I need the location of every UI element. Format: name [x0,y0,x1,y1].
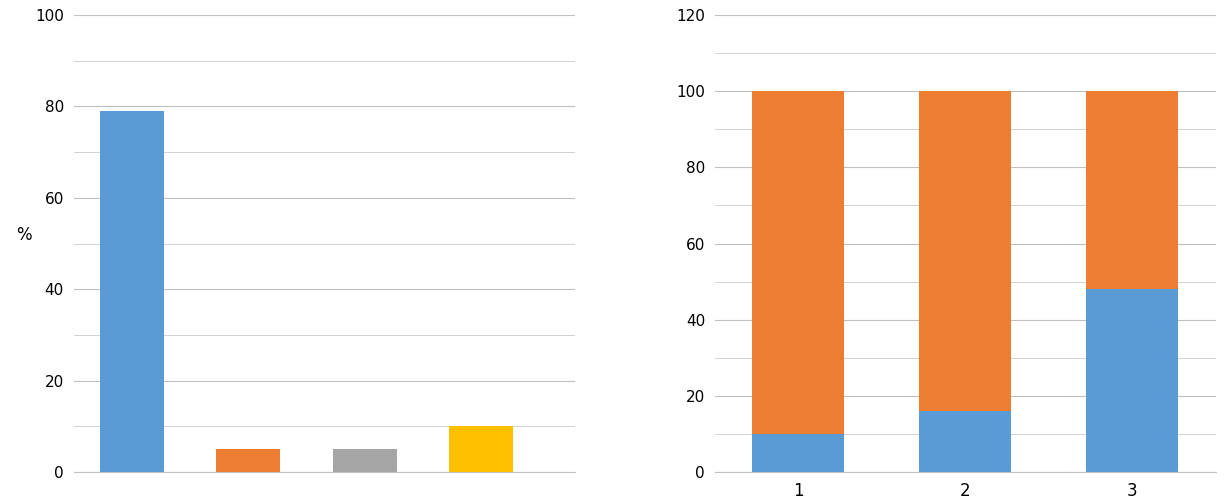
Bar [920,91,1011,411]
Bar [1087,289,1178,472]
Bar [753,91,844,434]
Bar [449,426,513,472]
Bar [753,434,844,472]
Bar [99,111,165,472]
Bar [920,411,1011,472]
Bar [333,449,397,472]
Y-axis label: %: % [16,226,32,244]
Bar [216,449,280,472]
Bar [1087,91,1178,289]
